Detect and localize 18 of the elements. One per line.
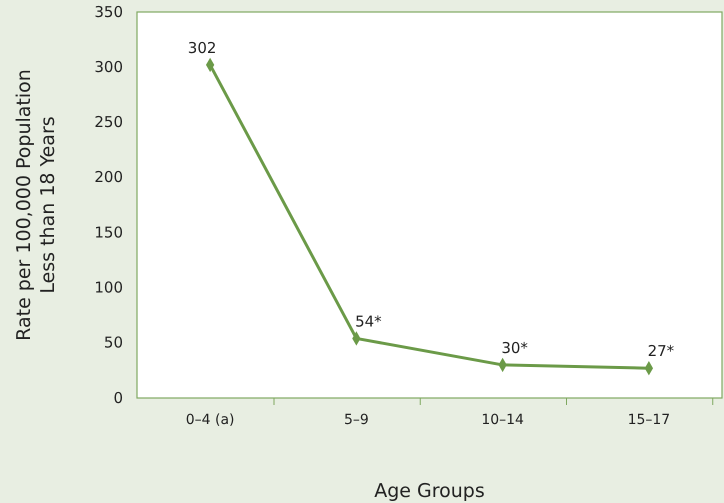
y-tick-label: 200: [94, 168, 123, 186]
x-tick-label: 0–4 (a): [186, 412, 235, 428]
data-label: 54*: [355, 312, 382, 330]
x-tick-label: 5–9: [344, 412, 369, 428]
y-tick-label: 250: [94, 113, 123, 132]
y-tick-label: 150: [94, 223, 123, 242]
y-tick-label: 100: [94, 278, 123, 297]
data-label: 30*: [501, 338, 528, 357]
y-tick-label: 350: [94, 2, 123, 21]
y-tick-label: 0: [113, 388, 123, 407]
y-axis-title: Rate per 100,000 Population Less than 18 Years: [13, 69, 59, 341]
y-tick-label: 50: [104, 334, 123, 352]
x-tick-label: 15–17: [628, 412, 670, 428]
x-axis-title: Age Groups: [374, 480, 485, 502]
data-label: 27*: [648, 342, 675, 360]
y-tick-label: 300: [94, 58, 123, 76]
data-label: 302: [188, 38, 216, 57]
x-tick-label: 10–14: [481, 412, 524, 428]
